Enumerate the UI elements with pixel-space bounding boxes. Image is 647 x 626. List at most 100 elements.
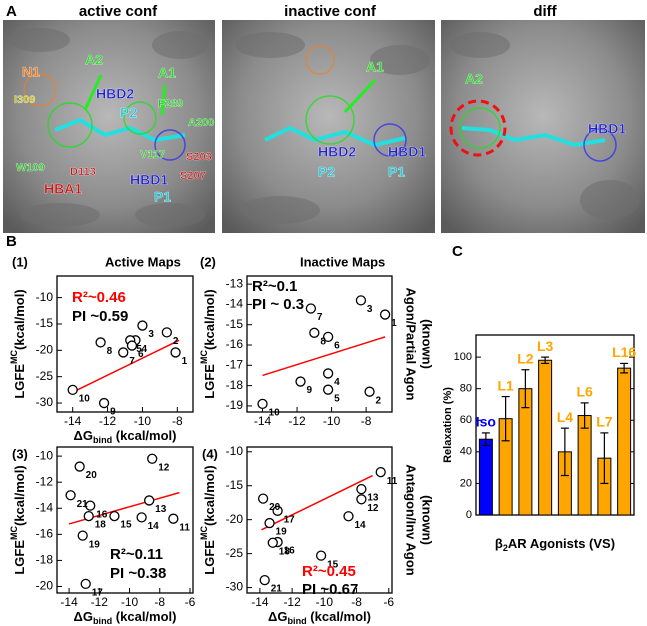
side-label: Agon/Partial Agon bbox=[404, 288, 419, 401]
x-axis-label-unit: (kcal/mol) bbox=[307, 609, 371, 624]
y-tick-label: -15 bbox=[226, 317, 244, 331]
category-label: L1 bbox=[497, 377, 514, 393]
y-tick-label: -14 bbox=[36, 500, 54, 514]
highlight-circle bbox=[449, 99, 507, 157]
point-label: 20 bbox=[269, 502, 281, 513]
y-axis-label: Relaxation (%) bbox=[442, 387, 454, 463]
x-tick-label: -6 bbox=[383, 595, 394, 609]
residue-label: HBD1 bbox=[130, 172, 168, 188]
annotation: PI ~0.59 bbox=[72, 308, 128, 325]
data-point bbox=[170, 347, 181, 358]
y-tick-label: -30 bbox=[226, 580, 244, 594]
panel-number: (4) bbox=[202, 446, 218, 461]
panel-letter: A bbox=[6, 3, 17, 20]
y-tick-label: -14 bbox=[226, 297, 244, 311]
error-bar bbox=[501, 395, 510, 442]
data-point bbox=[257, 398, 268, 410]
data-point bbox=[136, 512, 147, 523]
category-label: Iso bbox=[476, 414, 496, 430]
point-label: 17 bbox=[92, 588, 104, 599]
data-point bbox=[147, 453, 158, 464]
pointer bbox=[160, 84, 167, 116]
y-tick-label: 60 bbox=[460, 414, 472, 426]
y-tick-label: -10 bbox=[226, 444, 244, 458]
x-axis-label-main: ΔG bbox=[74, 428, 93, 443]
point-label: 18 bbox=[95, 520, 107, 531]
category-label: L4 bbox=[557, 409, 574, 425]
residue-label: P2 bbox=[318, 164, 335, 180]
point-label: 19 bbox=[276, 527, 288, 538]
panel-number: (3) bbox=[12, 446, 28, 461]
density-mesh bbox=[47, 95, 501, 149]
y-axis-label-main: LGFE bbox=[12, 364, 27, 399]
x-axis-label: ΔGbind (kcal/mol) bbox=[74, 428, 177, 445]
y-axis-label: LGFEMC(kcal/mol) bbox=[9, 289, 27, 398]
y-tick-label: 40 bbox=[460, 446, 472, 458]
error-bar bbox=[620, 362, 629, 374]
point-label: 6 bbox=[138, 349, 144, 360]
residue-label: HBD1 bbox=[388, 144, 426, 160]
residue-label: P1 bbox=[388, 164, 405, 180]
point-label: 2 bbox=[376, 395, 382, 406]
data-point bbox=[309, 327, 320, 338]
point-label: 20 bbox=[86, 470, 98, 481]
pointer bbox=[343, 78, 377, 114]
y-tick-label: -17 bbox=[226, 357, 244, 371]
data-point bbox=[257, 493, 269, 504]
x-tick-label: -10 bbox=[121, 595, 139, 609]
residue-label: S203 bbox=[186, 151, 212, 163]
data-point bbox=[305, 303, 317, 314]
bar bbox=[538, 359, 553, 516]
x-axis-label-sub: 2 bbox=[503, 543, 508, 553]
category-label: L7 bbox=[596, 414, 613, 430]
data-point bbox=[67, 384, 78, 396]
y-tick-label: -25 bbox=[226, 546, 244, 560]
data-point bbox=[126, 340, 138, 351]
plot-frame bbox=[56, 446, 194, 594]
data-point bbox=[272, 505, 283, 516]
x-axis-label-unit: (kcal/mol) bbox=[112, 428, 176, 443]
density-mesh bbox=[154, 123, 617, 162]
x-tick-label: -12 bbox=[283, 595, 301, 609]
annotation: PI ~ 0.3 bbox=[252, 296, 304, 313]
y-tick-label: -10 bbox=[36, 448, 54, 462]
annotation: R²~0.1 bbox=[252, 278, 297, 295]
point-label: 11 bbox=[179, 522, 190, 533]
plot-title: Active Maps bbox=[105, 254, 181, 269]
y-axis-label-unit: (kcal/mol) bbox=[12, 289, 27, 350]
data-point bbox=[161, 327, 172, 338]
point-label: 2 bbox=[173, 336, 179, 347]
point-label: 9 bbox=[110, 407, 116, 418]
x-axis-label-main: β bbox=[495, 536, 503, 551]
bar bbox=[478, 438, 493, 516]
point-label: 4 bbox=[334, 377, 340, 388]
point-label: 7 bbox=[129, 356, 135, 367]
y-tick-label: -20 bbox=[36, 342, 54, 356]
panel-letter: C bbox=[452, 243, 463, 260]
error-bar bbox=[541, 356, 550, 365]
x-tick-label: -12 bbox=[99, 414, 117, 428]
annotation: R²~0.45 bbox=[302, 563, 356, 580]
residue-label: F289 bbox=[158, 98, 183, 110]
point-label: 5 bbox=[136, 344, 142, 355]
residue-label: HBD2 bbox=[318, 144, 356, 160]
density-mesh bbox=[23, 45, 335, 107]
y-axis-label-main: LGFE bbox=[12, 540, 27, 575]
residue-label: P1 bbox=[154, 189, 171, 205]
image-title: diff bbox=[533, 3, 557, 20]
side-label: Antagon/Inv Agon bbox=[404, 464, 419, 576]
x-tick-label: -8 bbox=[154, 595, 165, 609]
point-label: 18 bbox=[279, 546, 291, 557]
residue-label: A200 bbox=[188, 117, 214, 129]
data-point bbox=[364, 386, 375, 397]
y-tick-label: 80 bbox=[460, 383, 472, 395]
x-axis-label-main: ΔG bbox=[268, 609, 287, 624]
x-tick-label: -6 bbox=[185, 595, 196, 609]
y-tick-label: 0 bbox=[466, 509, 472, 521]
residue-label: HBA1 bbox=[44, 181, 82, 197]
error-bar bbox=[481, 432, 490, 447]
x-tick-label: -10 bbox=[134, 414, 152, 428]
y-tick-label: -15 bbox=[226, 478, 244, 492]
y-tick-label: -16 bbox=[36, 527, 54, 541]
side-label: (known) bbox=[420, 319, 435, 369]
